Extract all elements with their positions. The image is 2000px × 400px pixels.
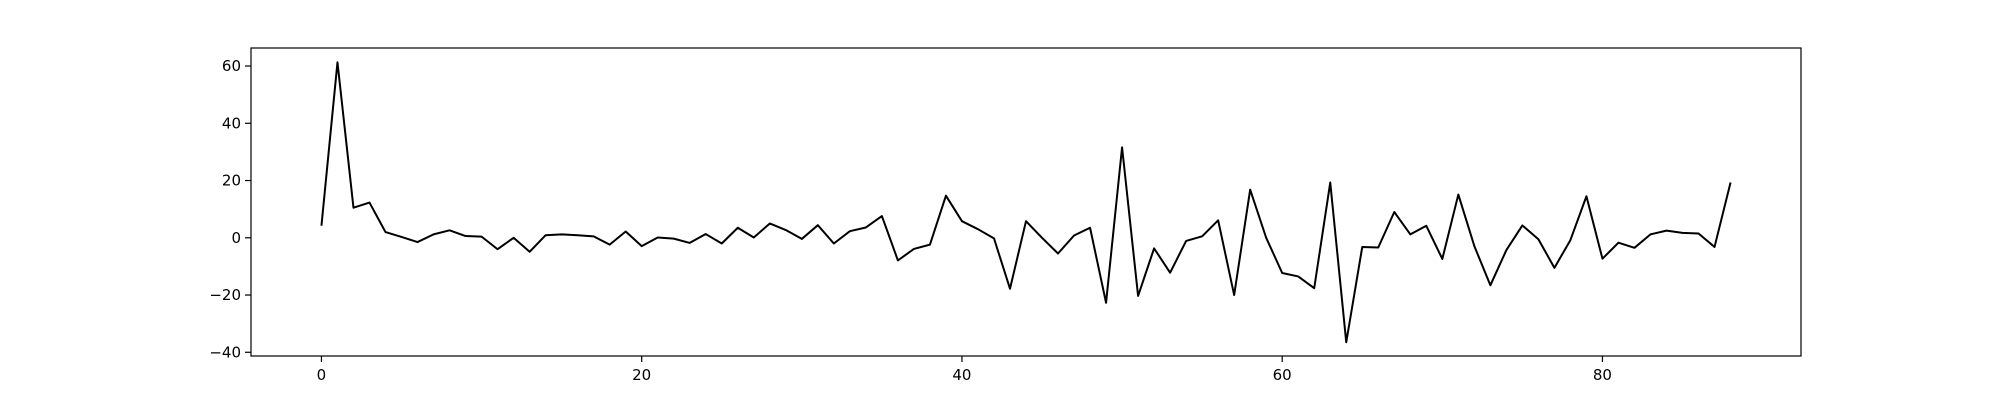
x-tick-label: 40: [952, 366, 971, 384]
series-line: [320, 61, 1732, 344]
y-tick-label: 60: [222, 57, 241, 75]
y-tick-label: −20: [209, 286, 241, 304]
x-tick-label: 0: [317, 366, 327, 384]
x-tick-label: 20: [632, 366, 651, 384]
x-tick-label: 60: [1273, 366, 1292, 384]
y-tick-label: 40: [222, 114, 241, 132]
y-tick-label: 20: [222, 172, 241, 190]
y-tick-label: 0: [231, 229, 241, 247]
plot-area-frame: [250, 47, 1802, 357]
tick-layer: 0 20 40 60 80 −40 −20 0 20 40 60: [209, 57, 1612, 384]
y-tick-label: −40: [209, 343, 241, 361]
x-tick-label: 80: [1593, 366, 1612, 384]
